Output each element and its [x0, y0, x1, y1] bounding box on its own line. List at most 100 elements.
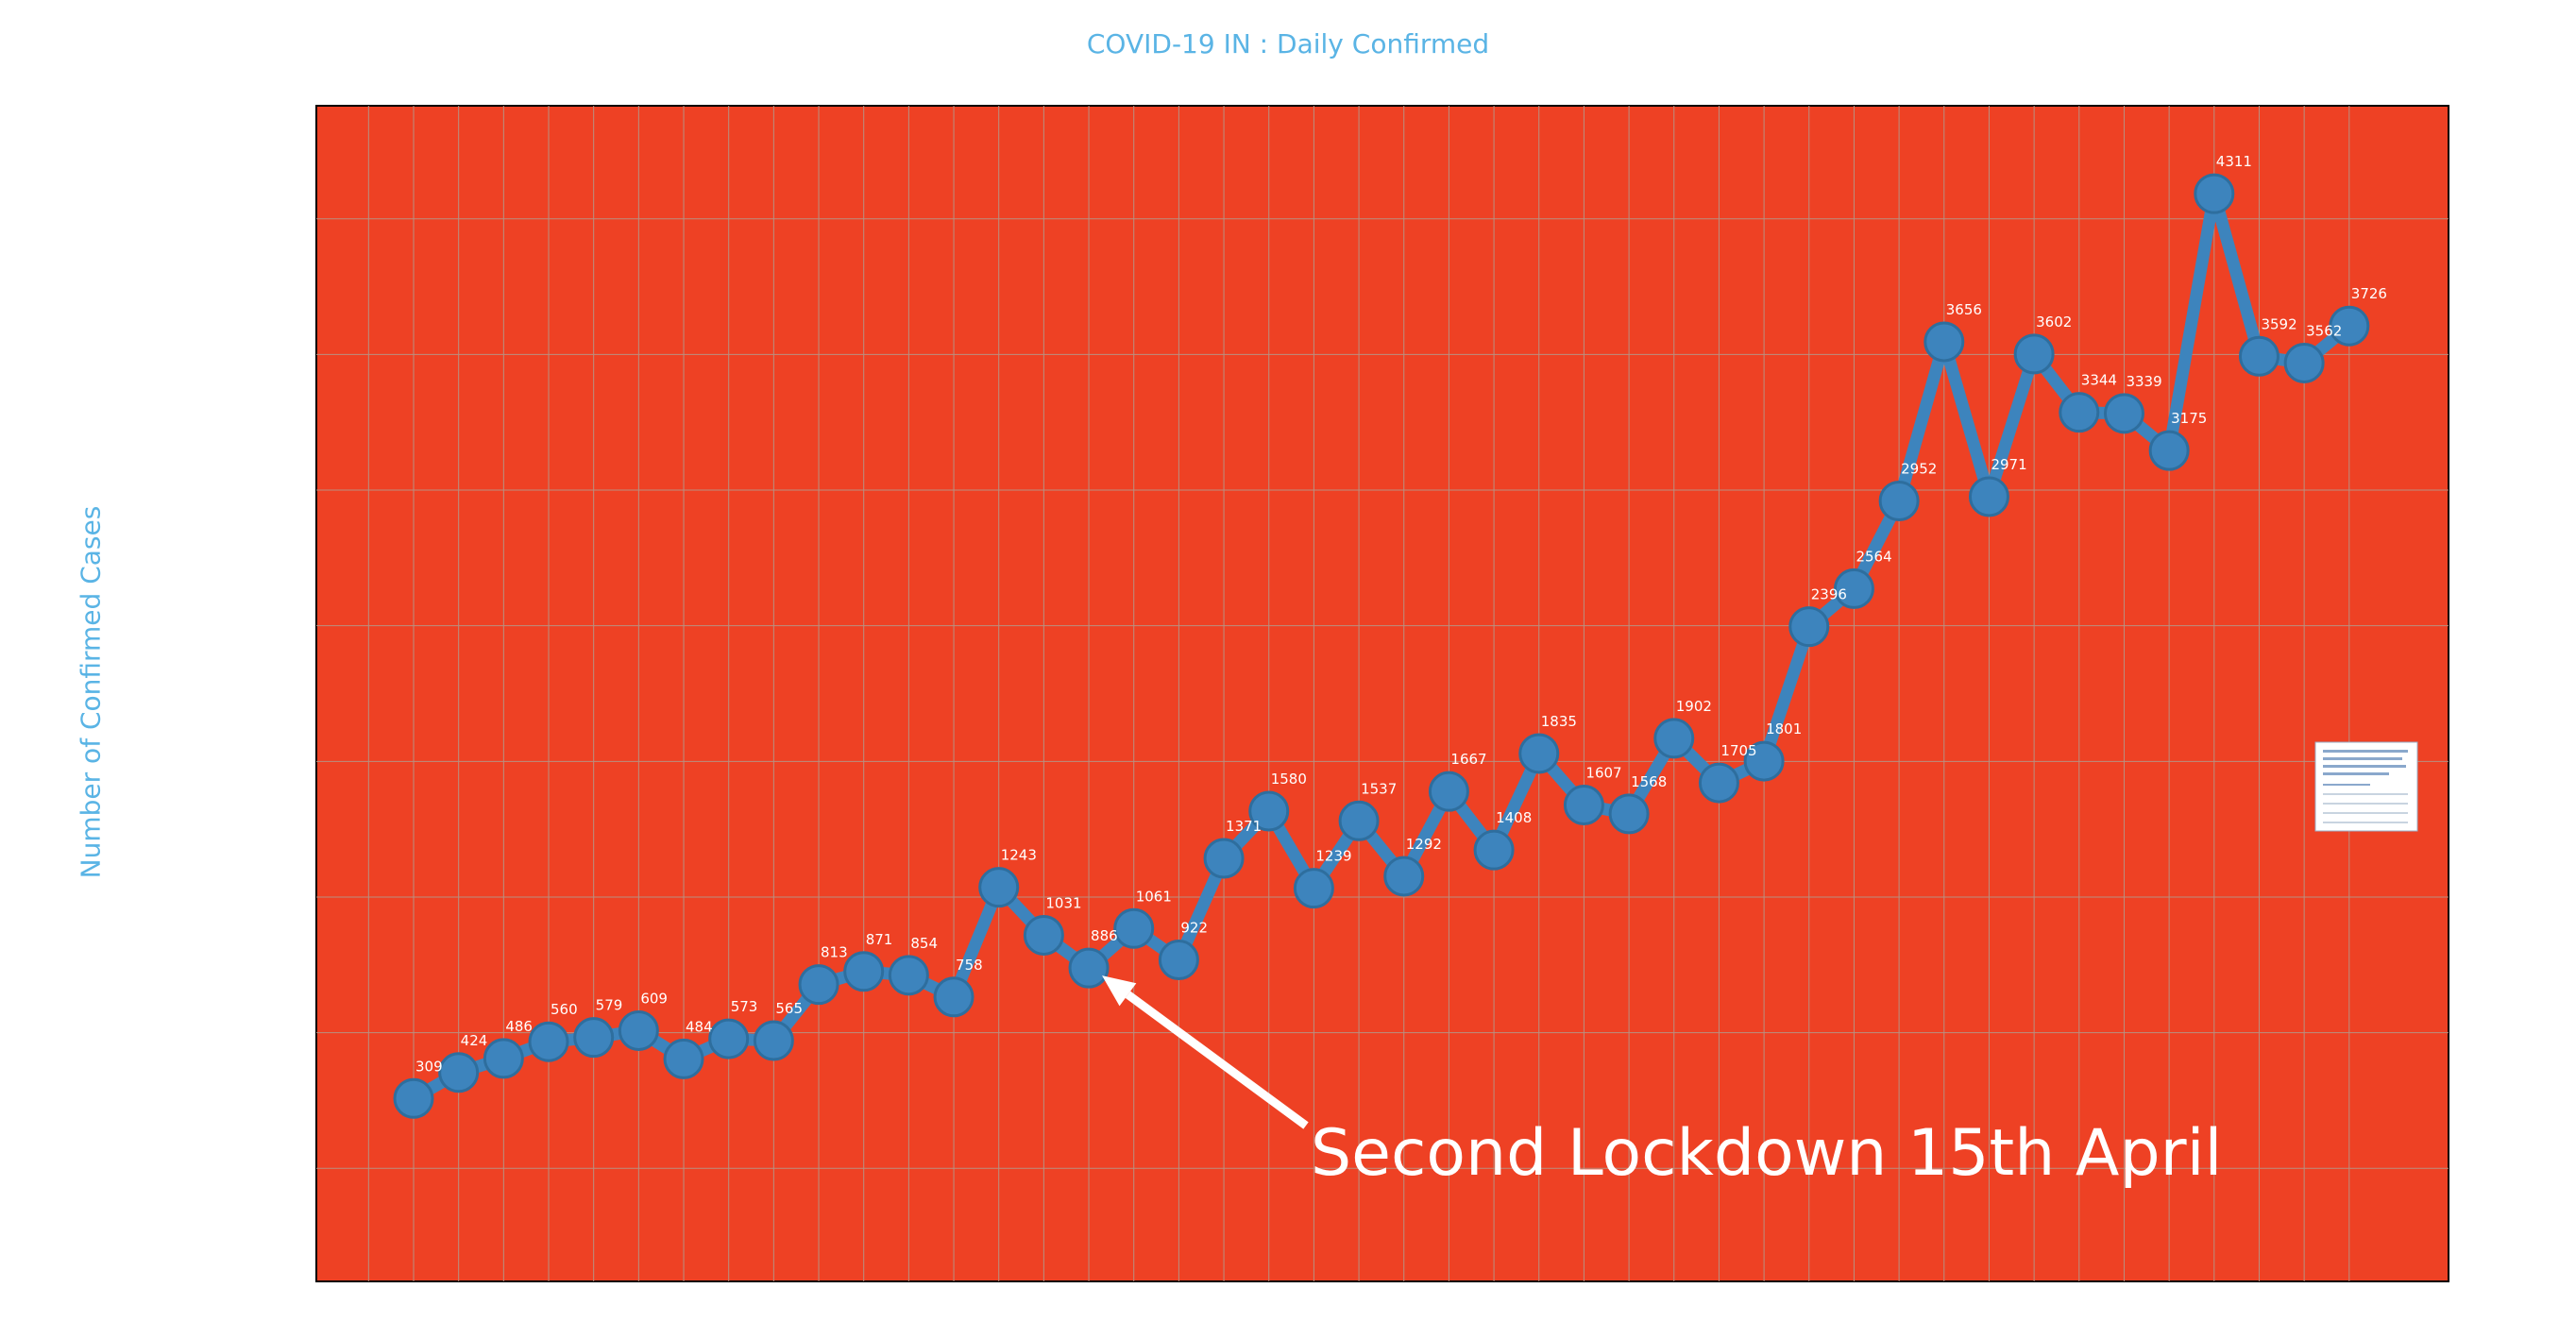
data-point — [2103, 393, 2144, 434]
data-label: 1568 — [1631, 773, 1667, 790]
data-point — [1473, 829, 1515, 871]
vertical-gridlines — [367, 106, 2350, 1281]
data-label: 922 — [1180, 920, 1208, 937]
data-label: 1580 — [1271, 771, 1307, 788]
chart-title: COVID-19 IN : Daily Confirmed — [1086, 28, 1490, 59]
data-point — [1968, 476, 2009, 517]
data-point — [2059, 392, 2100, 433]
data-point — [753, 1020, 794, 1061]
data-point — [2329, 305, 2370, 347]
series-layer: 309 424 486 560 579 609 484 573 565 813 871 854 758 1… — [393, 153, 2387, 1119]
data-point — [1248, 790, 1290, 832]
legend-thumbnail-line — [2323, 765, 2406, 768]
data-label: 3175 — [2171, 410, 2207, 427]
data-point — [1878, 481, 1920, 522]
data-label: 579 — [596, 997, 623, 1014]
data-label: 1243 — [1001, 847, 1037, 864]
data-point — [1203, 838, 1245, 879]
data-label: 3602 — [2036, 314, 2072, 331]
data-point — [1518, 733, 1560, 774]
data-label: 1061 — [1136, 888, 1172, 905]
data-label: 573 — [731, 998, 758, 1015]
annotation-layer: Second Lockdown 15th April — [1102, 975, 2222, 1191]
data-label: 871 — [866, 931, 893, 948]
data-label: 2971 — [1991, 456, 2026, 473]
data-label: 1835 — [1541, 713, 1577, 730]
data-point — [1383, 856, 1425, 897]
data-label: 3344 — [2081, 372, 2117, 389]
data-label: 484 — [686, 1018, 713, 1035]
legend-thumbnail-line — [2323, 793, 2408, 795]
data-label: 1031 — [1045, 894, 1081, 911]
data-point — [888, 955, 929, 996]
data-label: 2564 — [1856, 548, 1891, 565]
legend-thumbnail-line — [2323, 822, 2408, 823]
data-point — [1023, 914, 1064, 956]
data-point — [2238, 335, 2279, 377]
data-label: 3592 — [2261, 315, 2296, 332]
data-point — [393, 1077, 434, 1119]
data-label: 560 — [551, 1001, 578, 1018]
data-point — [1338, 800, 1380, 841]
data-label: 3656 — [1946, 301, 1982, 318]
data-label: 309 — [415, 1058, 443, 1075]
data-point — [1563, 785, 1604, 826]
data-label: 1705 — [1720, 742, 1756, 759]
annotation-label: Second Lockdown 15th April — [1311, 1116, 2222, 1191]
data-point — [843, 951, 885, 992]
data-point — [1653, 718, 1695, 759]
horizontal-gridlines — [316, 218, 2449, 1169]
data-label: 1902 — [1676, 698, 1712, 715]
data-point — [1608, 793, 1650, 835]
data-point — [663, 1038, 704, 1079]
data-label: 1371 — [1226, 818, 1262, 835]
data-label: 609 — [640, 990, 668, 1007]
data-point — [708, 1018, 750, 1059]
data-label: 1292 — [1406, 836, 1442, 853]
data-label: 758 — [956, 957, 983, 974]
data-point — [618, 1009, 659, 1051]
data-label: 424 — [461, 1032, 488, 1049]
data-point — [2283, 342, 2325, 383]
data-label: 3562 — [2306, 322, 2342, 339]
data-point — [438, 1052, 480, 1093]
data-label: 2952 — [1901, 461, 1937, 478]
data-label: 486 — [505, 1018, 533, 1035]
data-point — [1698, 762, 1739, 804]
annotation-arrow-shaft — [1125, 991, 1309, 1129]
annotation-arrow-head — [1102, 975, 1137, 1007]
legend-thumbnail-line — [2323, 784, 2370, 786]
data-point — [933, 976, 974, 1018]
data-label: 3339 — [2126, 373, 2161, 390]
data-label: 3726 — [2351, 285, 2387, 302]
data-point — [1924, 321, 1965, 363]
plot-area — [315, 105, 2449, 1282]
data-label: 1239 — [1315, 848, 1351, 865]
legend-thumbnail-box — [2314, 741, 2418, 832]
data-point — [2194, 173, 2235, 214]
data-label: 1667 — [1450, 751, 1486, 768]
data-label: 2396 — [1811, 586, 1847, 603]
data-point — [1428, 771, 1469, 812]
legend-thumbnail-line — [2323, 750, 2408, 753]
legend-thumbnail-line — [2323, 772, 2389, 775]
data-point — [1833, 568, 1874, 609]
data-point — [573, 1017, 615, 1059]
data-point — [528, 1021, 569, 1062]
data-point — [978, 867, 1020, 908]
data-point — [798, 964, 839, 1006]
data-point — [1158, 940, 1199, 981]
data-point — [2148, 430, 2190, 471]
data-point — [2013, 333, 2055, 375]
legend-thumbnail-line — [2323, 757, 2402, 760]
data-label: 1801 — [1766, 720, 1802, 737]
data-label: 1607 — [1585, 765, 1621, 782]
legend-thumbnail-line — [2323, 803, 2408, 805]
data-label: 4311 — [2216, 153, 2252, 170]
data-label: 1408 — [1496, 809, 1532, 826]
data-point — [483, 1038, 524, 1079]
data-label: 1537 — [1361, 780, 1397, 797]
legend-thumbnail — [2314, 741, 2418, 832]
